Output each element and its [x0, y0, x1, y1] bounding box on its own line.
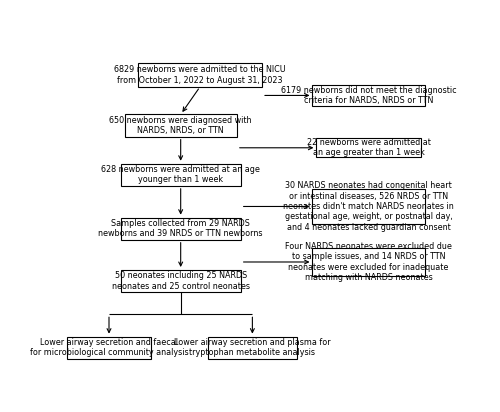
- Text: 30 NARDS neonates had congenital heart
or intestinal diseases, 526 NRDS or TTN
n: 30 NARDS neonates had congenital heart o…: [283, 181, 454, 232]
- FancyBboxPatch shape: [138, 63, 262, 87]
- Text: 50 neonates including 25 NARDS
neonates and 25 control neonates: 50 neonates including 25 NARDS neonates …: [112, 272, 250, 291]
- Text: Four NARDS neonates were excluded due
to sample issues, and 14 NRDS or TTN
neona: Four NARDS neonates were excluded due to…: [285, 242, 452, 282]
- FancyBboxPatch shape: [208, 337, 297, 359]
- FancyBboxPatch shape: [120, 218, 241, 240]
- Text: Lower airway secretion and faecal
for microbiological community analysis: Lower airway secretion and faecal for mi…: [30, 338, 188, 357]
- FancyBboxPatch shape: [68, 337, 150, 359]
- FancyBboxPatch shape: [124, 115, 237, 137]
- FancyBboxPatch shape: [312, 189, 425, 224]
- Text: 628 newborns were admitted at an age
younger than 1 week: 628 newborns were admitted at an age you…: [101, 165, 260, 185]
- FancyBboxPatch shape: [316, 138, 421, 157]
- FancyBboxPatch shape: [120, 164, 241, 186]
- FancyBboxPatch shape: [312, 85, 425, 106]
- Text: 650 newborns were diagnosed with
NARDS, NRDS, or TTN: 650 newborns were diagnosed with NARDS, …: [110, 116, 252, 135]
- Text: Samples collected from 29 NARDS
newborns and 39 NRDS or TTN newborns: Samples collected from 29 NARDS newborns…: [98, 219, 263, 239]
- FancyBboxPatch shape: [120, 270, 241, 292]
- Text: 22 newborns were admitted at
an age greater than 1 week: 22 newborns were admitted at an age grea…: [306, 138, 430, 157]
- Text: Lower airway secretion and plasma for
tryptophan metabolite analysis: Lower airway secretion and plasma for tr…: [174, 338, 330, 357]
- Text: 6179 newborns did not meet the diagnostic
criteria for NARDS, NRDS or TTN: 6179 newborns did not meet the diagnosti…: [281, 86, 456, 105]
- Text: 6829 newborns were admitted to the NICU
from October 1, 2022 to August 31, 2023: 6829 newborns were admitted to the NICU …: [114, 65, 286, 84]
- FancyBboxPatch shape: [312, 248, 425, 276]
